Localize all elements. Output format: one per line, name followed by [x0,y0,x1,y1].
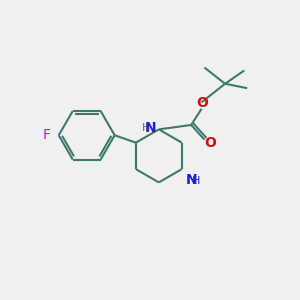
Text: N: N [185,173,197,187]
Text: F: F [43,128,50,142]
Text: O: O [204,136,216,150]
Text: O: O [196,97,208,110]
Text: H: H [142,123,151,133]
Text: H: H [192,176,200,186]
Text: N: N [145,121,157,135]
